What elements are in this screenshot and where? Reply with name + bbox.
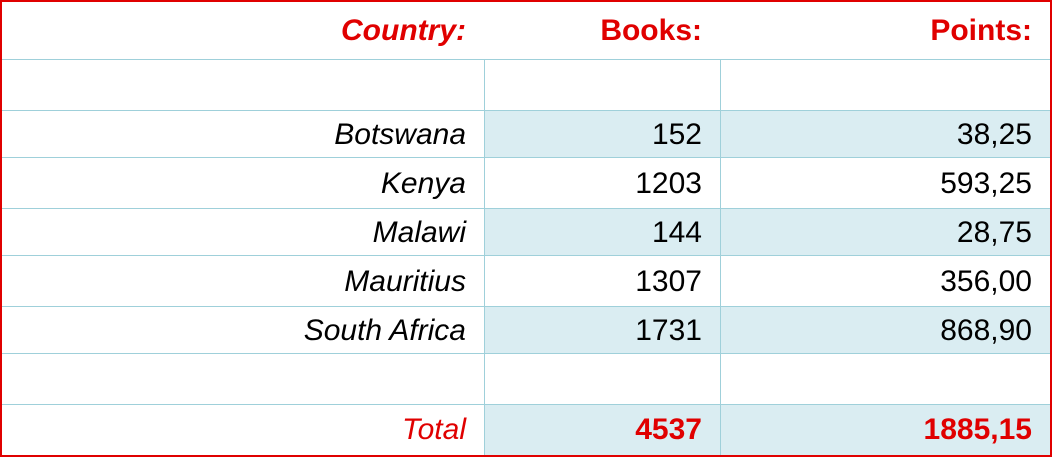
row-line xyxy=(2,255,1050,256)
header-cell: Books: xyxy=(600,14,702,47)
row-line xyxy=(2,404,1050,405)
total-cell: 4537 xyxy=(484,405,720,455)
row-line xyxy=(2,306,1050,307)
header-cell: Points: xyxy=(930,14,1032,47)
country-cell: South Africa xyxy=(303,313,466,347)
total-cell: 1885,15 xyxy=(720,405,1050,455)
number-cell: 593,25 xyxy=(940,166,1032,200)
column-line xyxy=(720,60,721,455)
number-cell: 868,90 xyxy=(720,307,1050,354)
number-cell: 152 xyxy=(484,111,720,158)
number-cell: 356,00 xyxy=(940,264,1032,298)
row-line xyxy=(2,59,1050,60)
number-cell: 1203 xyxy=(635,166,702,200)
empty-cell xyxy=(2,354,484,405)
empty-cell xyxy=(484,354,720,405)
total-cell: Total xyxy=(402,413,466,446)
number-cell: 28,75 xyxy=(720,209,1050,256)
header-cell: Country: xyxy=(341,14,466,47)
empty-cell xyxy=(2,60,484,111)
country-cell: Botswana xyxy=(334,117,466,151)
empty-cell xyxy=(484,60,720,111)
number-cell: 144 xyxy=(484,209,720,256)
country-cell: Kenya xyxy=(380,166,466,200)
column-line xyxy=(484,60,485,455)
empty-cell xyxy=(720,60,1050,111)
country-cell: Mauritius xyxy=(344,264,466,298)
number-cell: 1307 xyxy=(635,264,702,298)
row-line xyxy=(2,208,1050,209)
number-cell: 1731 xyxy=(484,307,720,354)
number-cell: 38,25 xyxy=(720,111,1050,158)
row-line xyxy=(2,353,1050,354)
empty-cell xyxy=(720,354,1050,405)
row-line xyxy=(2,157,1050,158)
row-line xyxy=(2,110,1050,111)
country-cell: Malawi xyxy=(372,215,466,249)
